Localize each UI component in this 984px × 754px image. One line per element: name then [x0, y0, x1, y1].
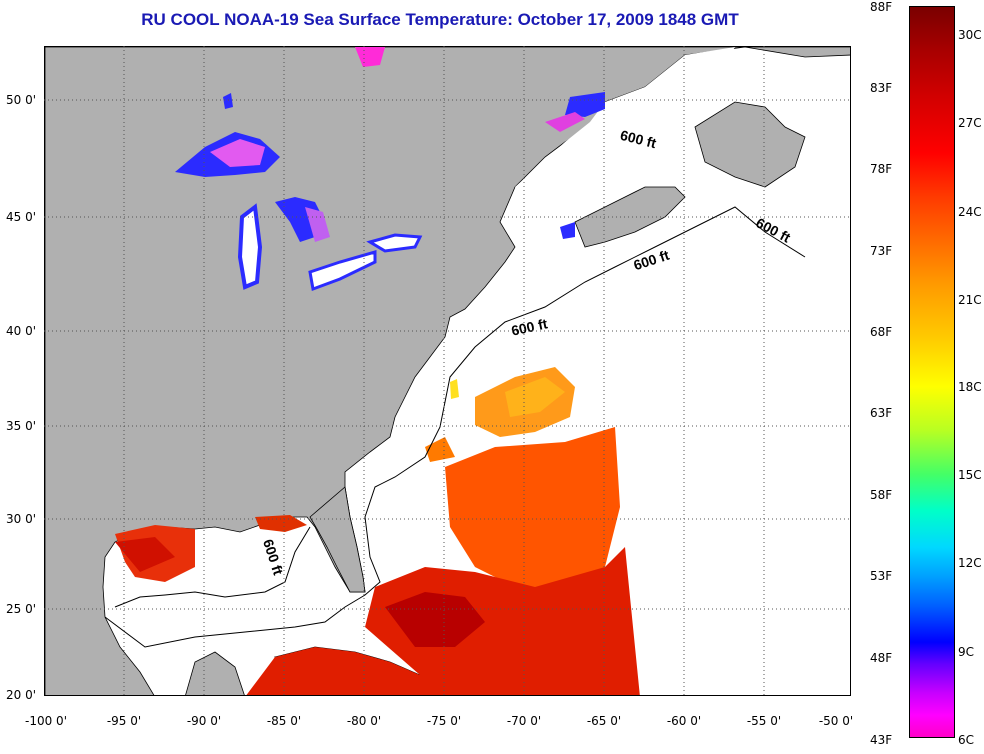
- lon-label-70: -70 0': [506, 714, 542, 728]
- lon-label-85: -85 0': [266, 714, 302, 728]
- lake-superior-magenta: [210, 139, 265, 167]
- lat-label-45: 45 0': [6, 210, 37, 224]
- colorbar-c-21: 21C: [958, 293, 982, 307]
- colorbar-f-83: 83F: [870, 81, 893, 95]
- lat-label-50: 50 0': [6, 93, 37, 107]
- colorbar-c-30: 30C: [958, 28, 982, 42]
- st-lawrence-magenta: [545, 112, 585, 132]
- lon-label-60: -60 0': [666, 714, 702, 728]
- colorbar-c-12: 12C: [958, 556, 982, 570]
- bay-of-fundy-cold: [560, 222, 575, 239]
- lon-label-100: -100 0': [25, 714, 67, 728]
- lake-nipigon: [223, 93, 233, 109]
- colorbar-f-78: 78F: [870, 162, 893, 176]
- colorbar-f-53: 53F: [870, 569, 893, 583]
- colorbar-f-43: 43F: [870, 733, 893, 747]
- isobath-600ft-gulf: [114, 526, 311, 608]
- sst-atlantic-orange-b: [505, 377, 565, 417]
- lon-label-80: -80 0': [346, 714, 382, 728]
- lat-label-25: 25 0': [6, 602, 37, 616]
- lon-label-95: -95 0': [106, 714, 142, 728]
- colorbar-f-63: 63F: [870, 406, 893, 420]
- sst-map: 600 ft 600 ft 600 ft 600 ft 600 ft: [44, 46, 851, 696]
- colorbar-f-68: 68F: [870, 325, 893, 339]
- lake-michigan: [237, 203, 263, 290]
- colorbar-c-27: 27C: [958, 116, 982, 130]
- land-florida: [309, 486, 366, 593]
- lake-erie: [308, 250, 377, 292]
- colorbar-c-24: 24C: [958, 205, 982, 219]
- lon-label-55: -55 0': [746, 714, 782, 728]
- sst-atlantic-darkred: [385, 592, 485, 647]
- colorbar-c-6: 6C: [958, 733, 975, 747]
- colorbar-f-58: 58F: [870, 488, 893, 502]
- sst-atlantic-patches: [425, 437, 455, 462]
- lat-label-20: 20 0': [6, 688, 37, 702]
- colorbar-f-48: 48F: [870, 651, 893, 665]
- land-newfoundland: [694, 101, 806, 188]
- isobath-600ft: [104, 206, 806, 648]
- lon-label-90: -90 0': [186, 714, 222, 728]
- lat-label-40: 40 0': [6, 324, 37, 338]
- hudson-bay-magenta: [355, 47, 385, 67]
- lon-label-75: -75 0': [426, 714, 462, 728]
- colorbar-f-88: 88F: [870, 0, 893, 14]
- lon-label-50: -50 0': [818, 714, 854, 728]
- lat-label-30: 30 0': [6, 512, 37, 526]
- temperature-colorbar: [909, 6, 955, 738]
- st-lawrence: [515, 47, 735, 212]
- land-yucatan: [185, 651, 245, 695]
- colorbar-f-73: 73F: [870, 244, 893, 258]
- colorbar-c-18: 18C: [958, 380, 982, 394]
- st-lawrence-cold: [565, 92, 605, 117]
- colorbar-c-15: 15C: [958, 468, 982, 482]
- lake-ontario: [366, 233, 423, 253]
- lon-label-65: -65 0': [586, 714, 622, 728]
- lake-huron-magenta: [305, 207, 330, 242]
- graticule: [44, 46, 851, 696]
- colorbar-c-9: 9C: [958, 645, 975, 659]
- sst-carolina-yellow: [450, 379, 459, 399]
- sst-gulf-red-b: [115, 537, 175, 572]
- map-title: RU COOL NOAA-19 Sea Surface Temperature:…: [141, 10, 739, 29]
- land-nova-scotia: [574, 186, 686, 248]
- lat-label-35: 35 0': [6, 419, 37, 433]
- sst-atlantic-red-east: [445, 427, 620, 587]
- map-canvas: [45, 47, 850, 695]
